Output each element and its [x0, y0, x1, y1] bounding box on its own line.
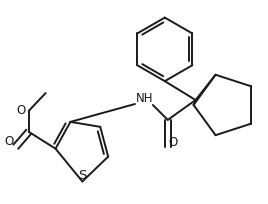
- Text: NH: NH: [136, 92, 154, 105]
- Text: O: O: [169, 136, 178, 149]
- Text: O: O: [5, 135, 14, 148]
- Text: O: O: [16, 104, 25, 118]
- Text: S: S: [78, 170, 87, 182]
